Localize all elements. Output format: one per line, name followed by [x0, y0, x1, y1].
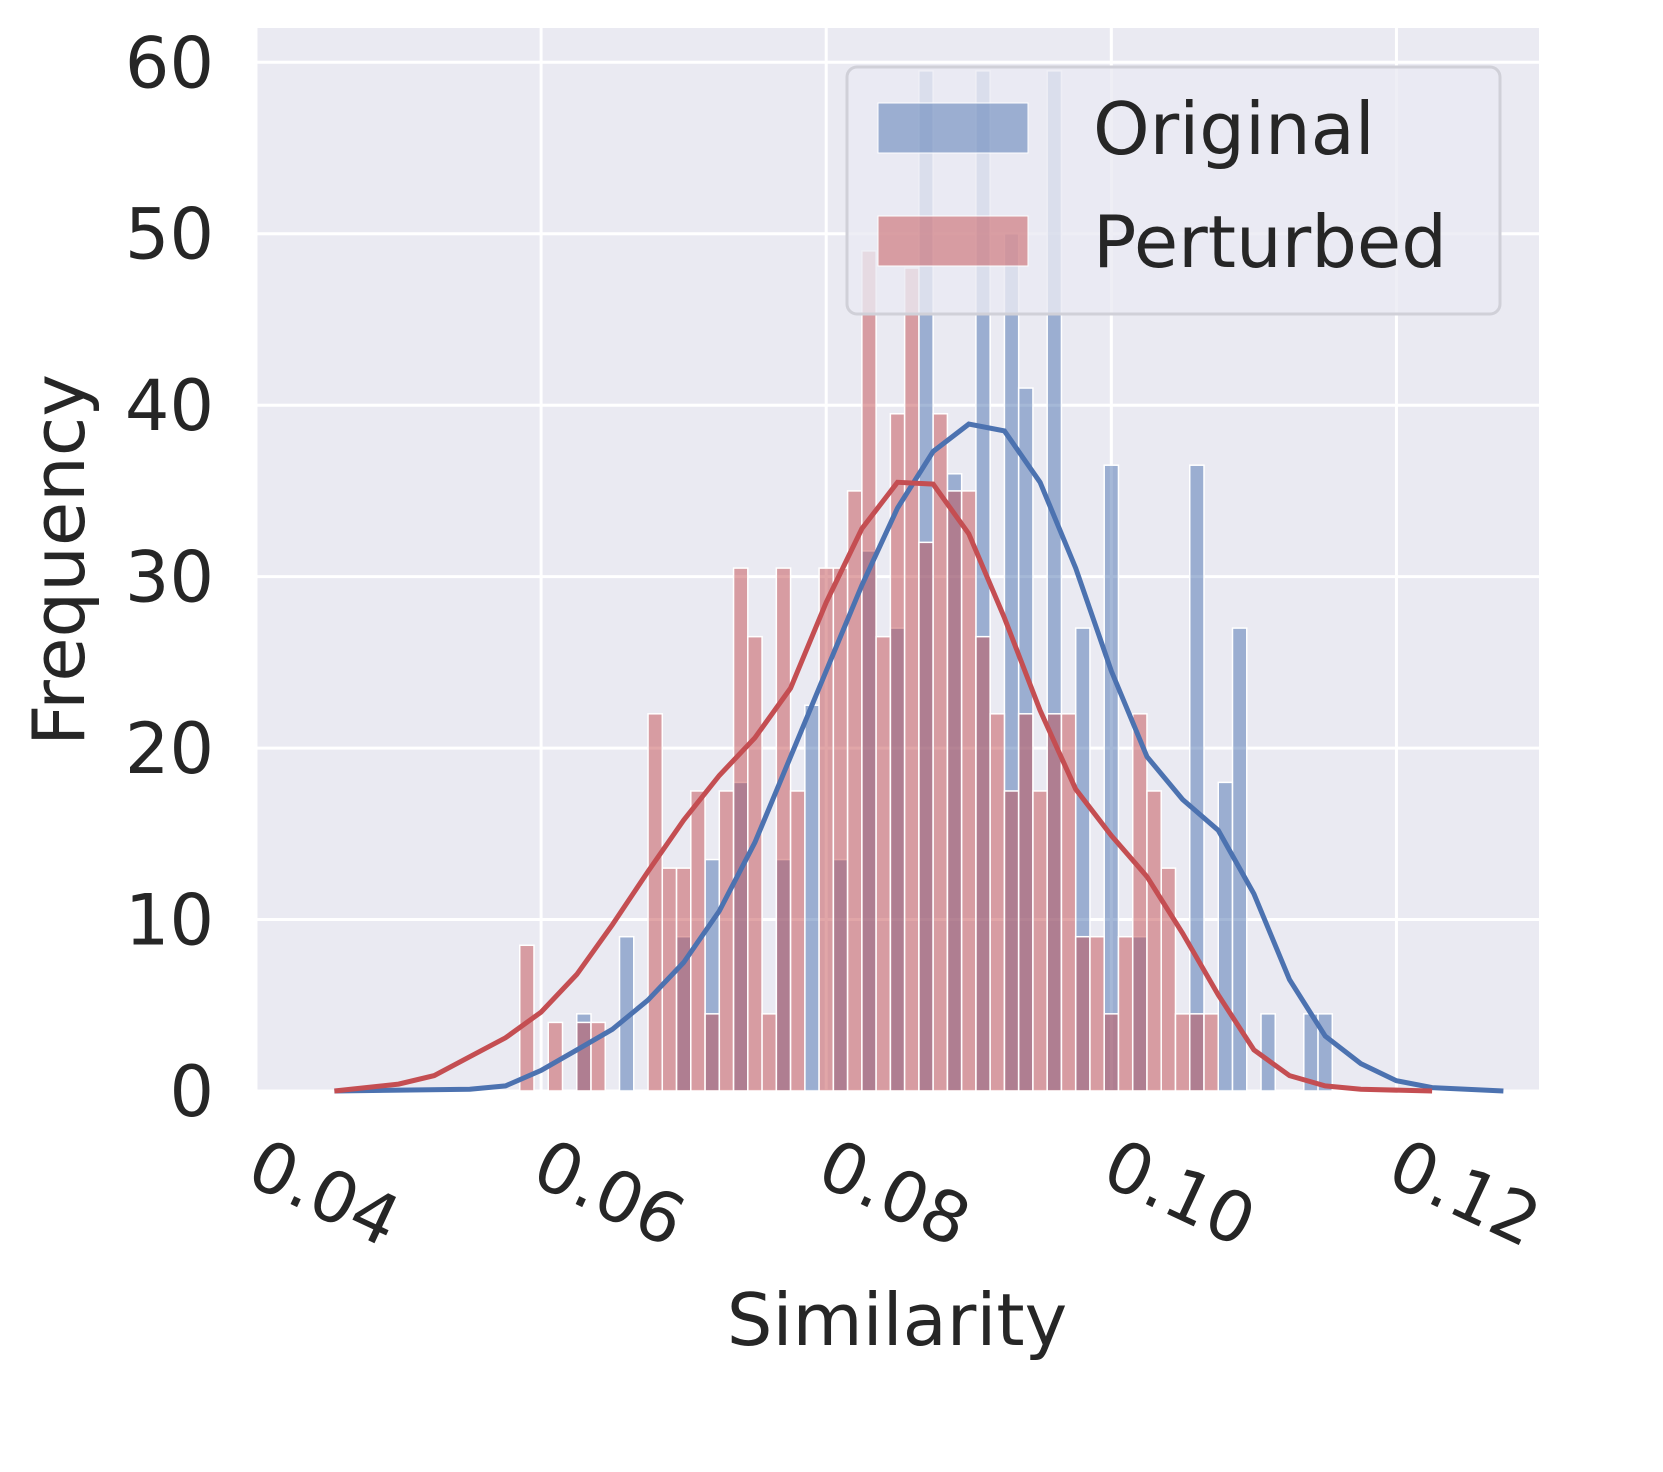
bar-perturbed	[761, 1013, 778, 1092]
y-tick-label: 10	[125, 880, 214, 962]
bar-perturbed	[576, 1021, 592, 1092]
legend-label-original: Original	[1093, 87, 1375, 171]
x-tick-label: 0.10	[1092, 1123, 1268, 1263]
bar-original	[1103, 464, 1120, 1092]
y-tick-label: 0	[169, 1051, 214, 1133]
y-tick-label: 40	[125, 365, 214, 447]
bar-perturbed	[789, 790, 806, 1092]
x-axis-ticks: 0.04 0.06 0.08 0.10 0.12	[236, 1123, 1552, 1263]
x-tick-label: 0.12	[1377, 1123, 1553, 1263]
y-tick-label: 20	[125, 708, 214, 790]
bar-perturbed	[1060, 713, 1077, 1092]
bar-perturbed	[1174, 1013, 1191, 1092]
x-tick-label: 0.04	[236, 1123, 412, 1263]
y-axis-ticks: 0 10 20 30 40 50 60	[125, 22, 214, 1133]
bar-perturbed	[932, 413, 949, 1092]
bar-perturbed	[918, 541, 934, 1092]
bar-perturbed	[989, 713, 1006, 1092]
x-axis-label: Similarity	[727, 1278, 1067, 1362]
y-tick-label: 50	[125, 194, 214, 276]
bar-perturbed	[1203, 1013, 1219, 1092]
bar-perturbed	[718, 790, 735, 1092]
bar-perturbed	[975, 635, 991, 1092]
bar-perturbed	[875, 635, 892, 1092]
bar-perturbed	[675, 867, 692, 1092]
x-tick-label: 0.06	[521, 1123, 697, 1263]
bar-perturbed	[1160, 867, 1177, 1092]
bar-perturbed	[1089, 935, 1105, 1092]
kde-line-perturbed	[334, 479, 1433, 1094]
legend-swatch-original	[877, 102, 1029, 154]
bar-perturbed	[775, 567, 792, 1092]
legend-swatch-perturbed	[877, 215, 1029, 267]
bar-original	[1217, 781, 1234, 1092]
bar-original	[804, 704, 820, 1092]
bar-perturbed	[647, 713, 664, 1092]
bar-perturbed	[960, 490, 977, 1092]
bar-perturbed	[1146, 790, 1162, 1092]
bar-perturbed	[1032, 790, 1048, 1092]
bar-perturbed	[704, 1013, 721, 1092]
y-axis-label: Frequency	[17, 374, 101, 746]
bar-perturbed	[1103, 1013, 1120, 1092]
bar-perturbed	[1131, 713, 1148, 1092]
x-tick-label: 0.08	[806, 1123, 982, 1263]
bar-original	[1188, 464, 1205, 1092]
kde-line-original	[334, 421, 1504, 1094]
bar-perturbed	[1017, 713, 1034, 1092]
bar-perturbed	[732, 567, 749, 1092]
bar-perturbed	[1188, 1013, 1205, 1092]
y-tick-label: 60	[125, 22, 214, 104]
legend-label-perturbed: Perturbed	[1093, 200, 1447, 284]
bar-perturbed	[818, 567, 835, 1092]
bar-perturbed	[903, 267, 920, 1092]
bar-perturbed	[747, 635, 763, 1092]
bar-perturbed	[1046, 713, 1063, 1092]
bar-perturbed	[1074, 935, 1091, 1092]
y-tick-label: 30	[125, 537, 214, 619]
legend: Original Perturbed	[845, 65, 1502, 316]
bar-perturbed	[846, 490, 863, 1092]
bar-original	[1260, 1013, 1277, 1092]
bar-perturbed	[946, 490, 963, 1092]
bar-perturbed	[861, 250, 877, 1092]
bar-perturbed	[1117, 935, 1134, 1092]
bar-perturbed	[1003, 790, 1020, 1092]
